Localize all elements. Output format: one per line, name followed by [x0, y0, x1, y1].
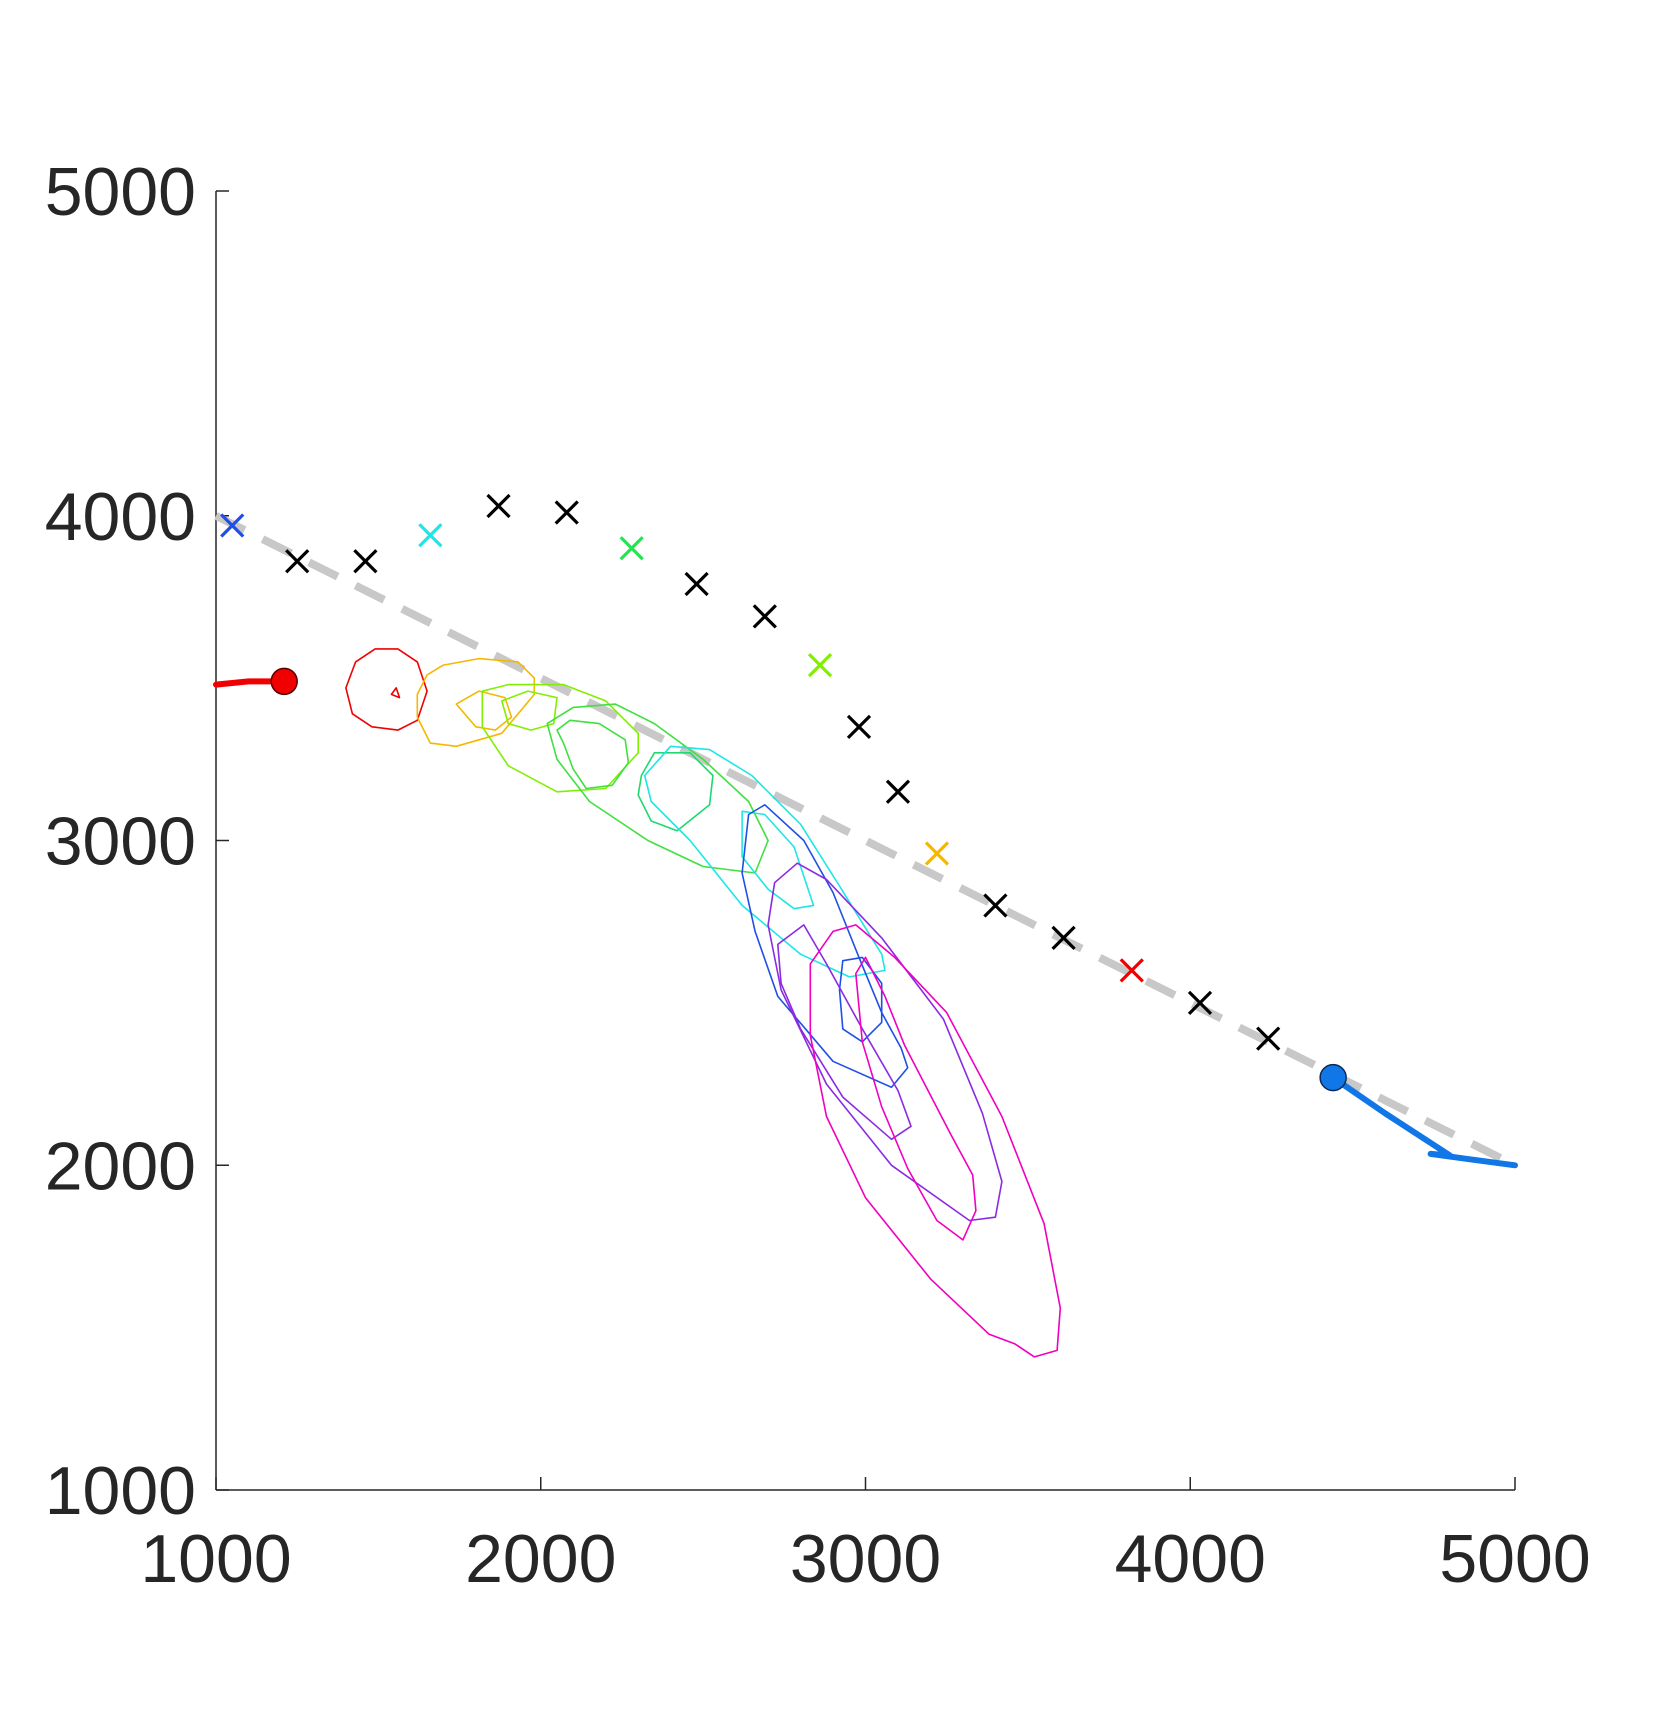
- observation-marker: [554, 500, 579, 525]
- observation-marker: [684, 571, 709, 597]
- observation-marker: [1187, 990, 1213, 1016]
- marker-stroke: [1051, 925, 1076, 951]
- contour-outer: [809, 924, 1062, 1358]
- observation-marker: [983, 893, 1008, 918]
- marker-stroke: [1119, 958, 1144, 983]
- contour-outer: [546, 703, 769, 874]
- blue-track-start-marker: [1319, 1063, 1347, 1092]
- marker-stroke: [885, 779, 911, 804]
- observation-marker: [1051, 925, 1076, 951]
- marker-stroke: [846, 714, 872, 739]
- contour-inner: [854, 956, 977, 1241]
- marker-stroke: [924, 841, 950, 866]
- contour-group: [345, 648, 1062, 1358]
- observation-marker: [885, 779, 911, 804]
- contour-outer: [481, 683, 640, 793]
- observation-marker: [807, 653, 833, 678]
- contour-outer: [416, 657, 536, 748]
- marker-stroke: [983, 893, 1008, 918]
- reference-line: [214, 512, 1517, 1169]
- contour-inner: [500, 690, 558, 731]
- marker-stroke: [220, 513, 245, 538]
- x-tick-label: 2000: [465, 1521, 616, 1597]
- x-tick-label: 1000: [140, 1521, 291, 1597]
- marker-stroke: [353, 549, 378, 574]
- axes: [215, 191, 1515, 1491]
- observation-marker: [924, 841, 950, 866]
- marker-stroke: [684, 571, 709, 597]
- contour-inner: [741, 810, 815, 910]
- contour-inner: [838, 956, 883, 1043]
- observation-marker: [1119, 958, 1144, 983]
- observation-marker: [486, 493, 511, 519]
- marker-stroke: [486, 493, 511, 519]
- observation-marker: [285, 549, 310, 574]
- observation-marker: [846, 714, 872, 739]
- marker-stroke: [807, 653, 833, 678]
- contour-inner: [556, 719, 630, 790]
- y-tick-label: 2000: [45, 1128, 196, 1204]
- track-group: [213, 667, 1518, 1169]
- y-tick-label: 5000: [45, 154, 196, 230]
- marker-stroke: [1187, 990, 1213, 1016]
- ticks: 1000 2000 3000 4000 5000 1000 2000 3000 4000 5000: [45, 154, 1591, 1597]
- marker-stroke: [752, 604, 777, 629]
- contour-inner: [390, 687, 401, 699]
- contour-outer: [345, 648, 428, 731]
- marker-stroke: [285, 549, 310, 574]
- blue-track-line: [1330, 1074, 1518, 1169]
- observation-marker: [353, 549, 378, 574]
- x-tick-label: 4000: [1115, 1521, 1266, 1597]
- observation-marker: [619, 536, 644, 561]
- marker-stroke: [418, 523, 443, 548]
- y-tick-label: 3000: [45, 804, 196, 880]
- red-track-end-marker: [270, 667, 298, 696]
- y-tick-label: 1000: [45, 1453, 196, 1529]
- contour-outer: [643, 745, 886, 978]
- x-tick-label: 3000: [790, 1521, 941, 1597]
- contour-inner: [455, 690, 513, 731]
- contour-outer: [637, 751, 714, 832]
- contour-outer: [741, 803, 909, 1089]
- marker-group: [220, 493, 1281, 1051]
- observation-marker: [220, 513, 245, 538]
- marker-stroke: [554, 500, 579, 525]
- marker-stroke: [619, 536, 644, 561]
- contour-outer: [767, 862, 1003, 1222]
- x-tick-label: 5000: [1439, 1521, 1590, 1597]
- y-tick-label: 4000: [45, 479, 196, 555]
- observation-marker: [418, 523, 443, 548]
- reference-line-group: [214, 512, 1517, 1169]
- observation-marker: [1256, 1026, 1281, 1051]
- observation-marker: [752, 604, 777, 629]
- marker-stroke: [1256, 1026, 1281, 1051]
